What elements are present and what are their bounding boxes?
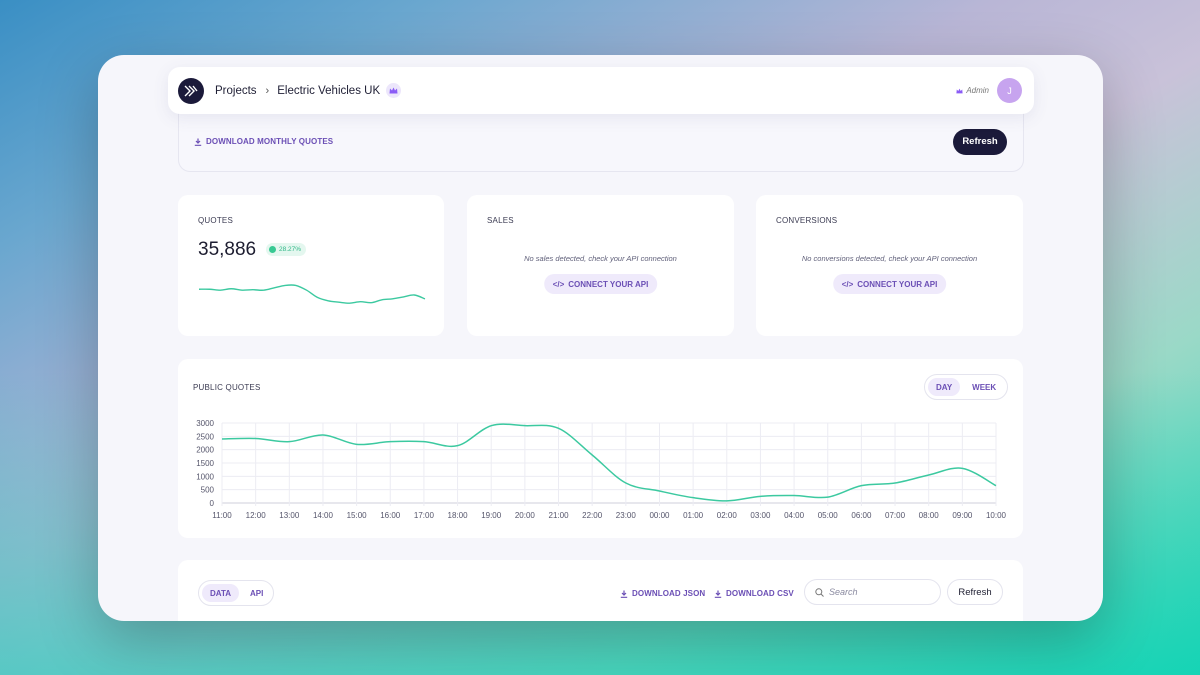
sales-card-title: SALES	[487, 216, 514, 225]
x-tick-label: 13:00	[279, 511, 300, 520]
tab-data[interactable]: DATA	[202, 584, 240, 602]
download-monthly-quotes-link[interactable]: DOWNLOAD MONTHLY QUOTES	[194, 137, 333, 146]
download-monthly-quotes-label: DOWNLOAD MONTHLY QUOTES	[206, 137, 334, 146]
chevron-right-icon: ›	[265, 84, 270, 97]
x-tick-label: 10:00	[986, 511, 1007, 520]
y-tick-label: 500	[201, 486, 215, 495]
public-quotes-chart: 0 500 1000 1500 2000 2500 3000 11:00 12:00 13:00 1…	[196, 419, 1007, 520]
y-tick-label: 2000	[196, 446, 214, 455]
y-tick-label: 0	[210, 499, 215, 508]
download-csv-label: DOWNLOAD CSV	[726, 589, 794, 598]
x-tick-label: 23:00	[616, 511, 637, 520]
x-tick-label: 04:00	[784, 511, 805, 520]
x-tick-label: 03:00	[750, 511, 771, 520]
data-api-tabs: DATA API	[198, 580, 275, 606]
download-csv-link[interactable]: DOWNLOAD CSV	[714, 589, 794, 598]
download-icon	[714, 590, 722, 598]
sales-empty-message: No sales detected, check your API connec…	[524, 254, 677, 263]
x-tick-label: 02:00	[717, 511, 738, 520]
conversions-empty-message: No conversions detected, check your API …	[801, 254, 978, 263]
download-json-link[interactable]: DOWNLOAD JSON	[620, 589, 705, 598]
x-tick-label: 14:00	[313, 511, 334, 520]
search-input[interactable]: Search	[804, 579, 941, 605]
quotes-change-value: 28.27%	[279, 246, 302, 253]
logo-arrows-icon	[184, 85, 198, 96]
quotes-card-title: QUOTES	[198, 216, 233, 225]
arrow-up-circle-icon	[269, 246, 276, 253]
x-tick-label: 01:00	[683, 511, 704, 520]
y-tick-label: 3000	[196, 419, 214, 428]
toggle-week[interactable]: WEEK	[972, 382, 997, 392]
download-icon	[620, 590, 628, 598]
public-quotes-title: PUBLIC QUOTES	[193, 383, 261, 392]
subheader-toolbar: DOWNLOAD MONTHLY QUOTES Refresh	[178, 112, 1024, 172]
crown-small-icon	[956, 88, 963, 93]
public-quotes-series-line	[221, 423, 997, 502]
x-tick-label: 19:00	[481, 511, 502, 520]
crown-icon	[386, 83, 402, 98]
breadcrumb-current-project[interactable]: Electric Vehicles UK	[277, 84, 381, 97]
search-icon	[815, 587, 824, 597]
conversions-connect-api-button[interactable]: </> CONNECT YOUR API	[832, 274, 947, 294]
x-tick-label: 00:00	[649, 511, 670, 520]
top-navigation-bar: Projects › Electric Vehicles UK Admin J	[168, 67, 1034, 114]
sparkline-series	[198, 284, 426, 304]
x-tick-label: 17:00	[414, 511, 435, 520]
code-icon: </>	[841, 279, 854, 289]
y-tick-label: 2500	[196, 432, 214, 441]
conversions-connect-api-label: CONNECT YOUR API	[857, 279, 938, 289]
x-tick-label: 18:00	[448, 511, 469, 520]
download-json-label: DOWNLOAD JSON	[632, 589, 706, 598]
search-placeholder: Search	[829, 587, 858, 597]
x-tick-label: 06:00	[851, 511, 872, 520]
breadcrumb-projects[interactable]: Projects	[215, 84, 257, 97]
x-tick-label: 15:00	[347, 511, 368, 520]
tab-api[interactable]: API	[250, 588, 264, 598]
app-logo[interactable]	[178, 77, 204, 104]
x-tick-label: 09:00	[952, 511, 973, 520]
data-refresh-button[interactable]: Refresh	[947, 579, 1003, 605]
sales-connect-api-label: CONNECT YOUR API	[568, 279, 649, 289]
quotes-sparkline	[198, 284, 426, 304]
x-tick-label: 07:00	[885, 511, 906, 520]
quotes-card: QUOTES 35,886 28.27%	[178, 195, 444, 336]
code-icon: </>	[552, 279, 565, 289]
user-avatar[interactable]: J	[997, 78, 1022, 103]
x-tick-label: 21:00	[549, 511, 570, 520]
x-tick-label: 08:00	[919, 511, 940, 520]
sales-card: SALES No sales detected, check your API …	[467, 195, 734, 336]
role-label: Admin	[966, 86, 989, 95]
quotes-change-badge: 28.27%	[266, 243, 307, 256]
x-tick-label: 11:00	[212, 511, 232, 520]
conversions-card-title: CONVERSIONS	[776, 216, 838, 225]
quotes-total-value: 35,886	[198, 239, 257, 260]
x-tick-label: 05:00	[818, 511, 839, 520]
day-week-toggle: DAY WEEK	[924, 374, 1009, 400]
role-badge: Admin	[956, 86, 989, 95]
public-quotes-card: PUBLIC QUOTES DAY WEEK 0 500 1000 1500 2000 2…	[178, 359, 1023, 538]
y-tick-label: 1500	[196, 459, 214, 468]
x-tick-label: 16:00	[380, 511, 401, 520]
app-window: Projects › Electric Vehicles UK Admin J …	[98, 55, 1103, 621]
x-tick-label: 12:00	[246, 511, 267, 520]
refresh-button[interactable]: Refresh	[953, 128, 1007, 155]
sales-connect-api-button[interactable]: </> CONNECT YOUR API	[543, 274, 658, 294]
download-icon	[194, 138, 202, 146]
toggle-day[interactable]: DAY	[928, 378, 961, 396]
y-tick-label: 1000	[196, 472, 214, 481]
x-tick-label: 20:00	[515, 511, 536, 520]
conversions-card: CONVERSIONS No conversions detected, che…	[756, 195, 1023, 336]
x-tick-label: 22:00	[582, 511, 603, 520]
